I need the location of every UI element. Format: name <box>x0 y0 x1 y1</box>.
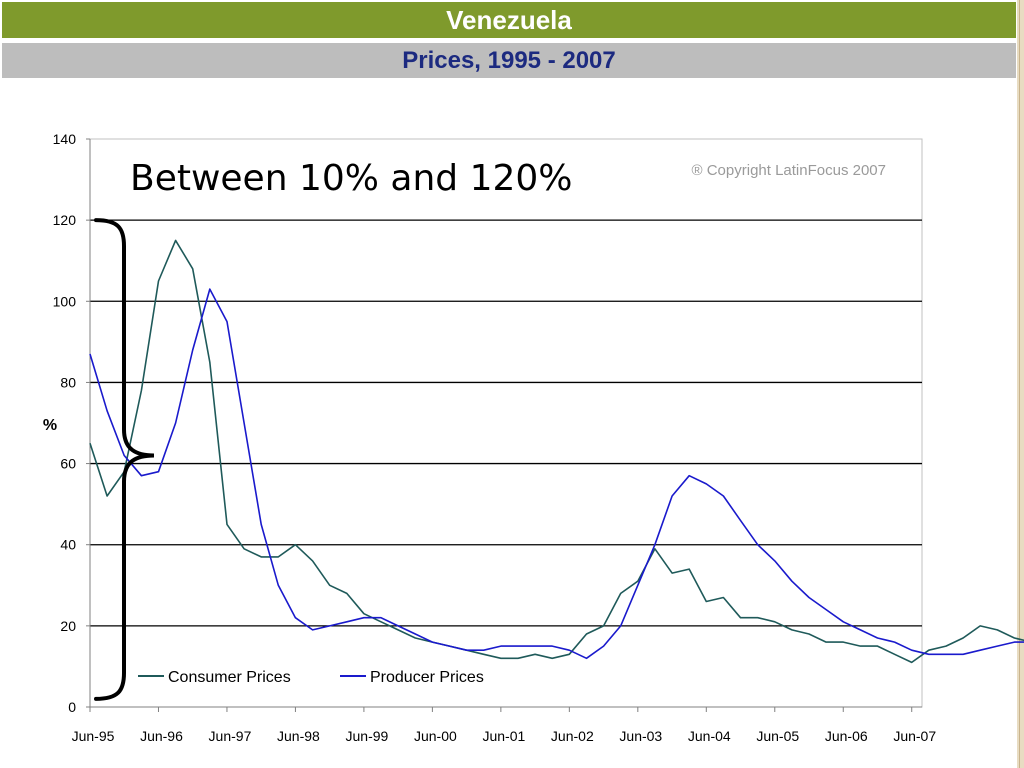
range-annotation: Between 10% and 120% <box>130 158 573 199</box>
y-tick-labels: 0 20 40 60 80 100 120 140 <box>53 131 90 715</box>
y-tick-label: 0 <box>68 699 76 715</box>
legend: Consumer Prices Producer Prices <box>138 669 484 686</box>
y-tick-label: 140 <box>53 131 77 147</box>
y-tick-label: 60 <box>60 456 76 472</box>
chart-title: Venezuela <box>446 4 572 35</box>
x-tick-label: Jun-05 <box>756 728 799 744</box>
slide-edge-line <box>1019 0 1020 768</box>
x-tick-label: Jun-99 <box>346 728 389 744</box>
x-tick-label: Jun-06 <box>825 728 868 744</box>
y-tick-label: 120 <box>53 212 77 228</box>
x-tick-label: Jun-95 <box>72 728 115 744</box>
legend-label: Consumer Prices <box>168 669 291 686</box>
x-tick-label: Jun-07 <box>893 728 936 744</box>
legend-label: Producer Prices <box>370 669 484 686</box>
y-axis-label: % <box>43 417 57 434</box>
y-tick-label: 80 <box>60 374 76 390</box>
axes <box>89 139 922 708</box>
plot-area <box>89 138 923 708</box>
x-tick-label: Jun-98 <box>277 728 320 744</box>
y-tick-label: 100 <box>53 293 77 309</box>
range-brace <box>94 218 155 701</box>
x-tick-labels: Jun-95 Jun-96 Jun-97 Jun-98 Jun-99 Jun-00 Jun-… <box>72 707 936 744</box>
producer-prices-line <box>89 288 1024 660</box>
x-tick-label: Jun-96 <box>140 728 183 744</box>
series-lines <box>89 239 1024 664</box>
title-bar: Venezuela <box>2 2 1016 38</box>
y-tick-label: 40 <box>60 537 76 553</box>
x-tick-label: Jun-04 <box>688 728 731 744</box>
x-tick-label: Jun-01 <box>482 728 525 744</box>
consumer-prices-line <box>89 239 1024 664</box>
chart-subtitle: Prices, 1995 - 2007 <box>402 46 616 74</box>
x-tick-label: Jun-97 <box>209 728 252 744</box>
copyright-notice: ® Copyright LatinFocus 2007 <box>692 162 887 179</box>
x-tick-label: Jun-02 <box>551 728 594 744</box>
slide-edge-decoration <box>1017 0 1024 768</box>
y-tick-label: 20 <box>60 618 76 634</box>
x-tick-label: Jun-03 <box>619 728 662 744</box>
x-tick-label: Jun-00 <box>414 728 457 744</box>
subtitle-bar: Prices, 1995 - 2007 <box>2 43 1016 78</box>
